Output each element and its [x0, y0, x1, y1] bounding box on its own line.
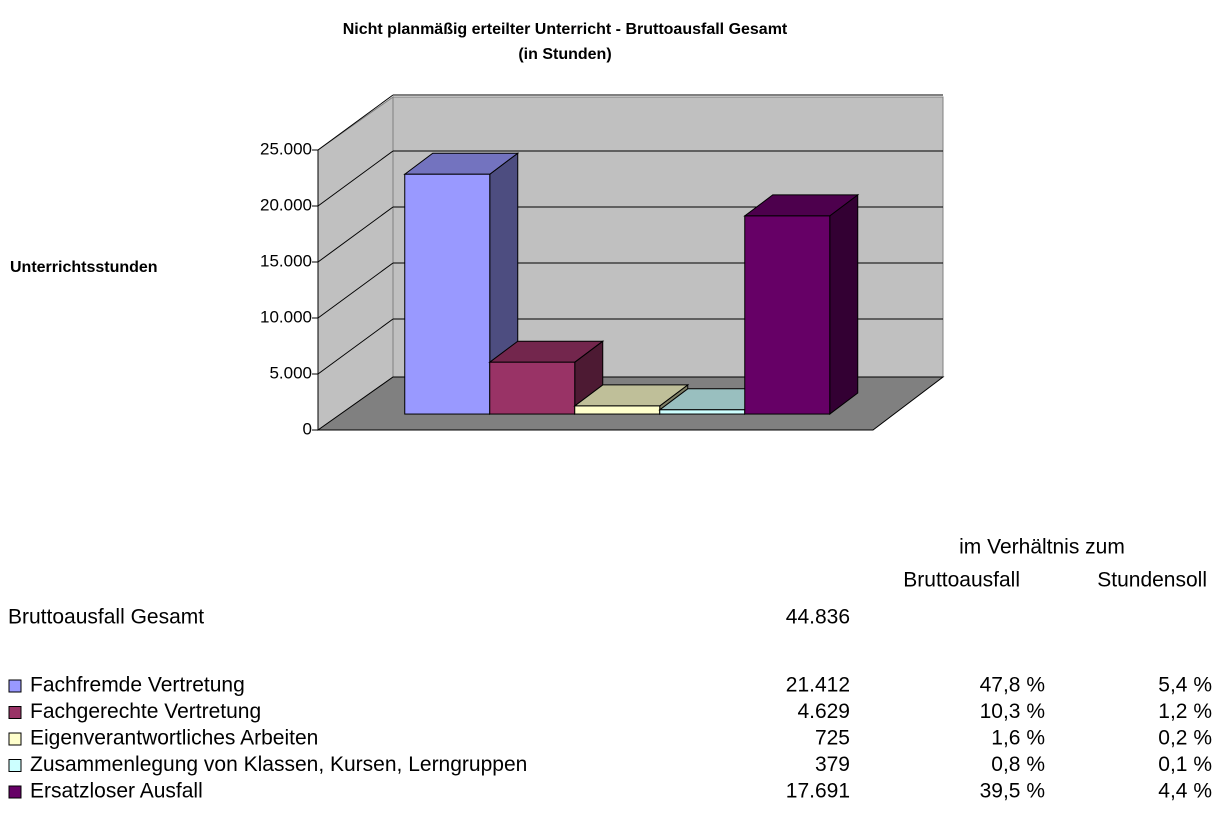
y-tick-label: 20.000	[260, 195, 312, 214]
grid-line	[317, 262, 394, 319]
y-axis-label: Unterrichtsstunden	[10, 259, 158, 276]
grid-line	[317, 206, 394, 263]
legend-swatch	[8, 759, 22, 772]
table-cell: 4,4 %	[1158, 780, 1212, 803]
chart-title: Nicht planmäßig erteilter Unterricht - B…	[343, 21, 788, 38]
legend-swatch	[8, 785, 22, 799]
y-tick-label: 10.000	[260, 307, 312, 326]
grid-line	[317, 94, 394, 151]
value-label: 17.691	[786, 780, 850, 803]
bar	[659, 409, 746, 415]
legend-swatch	[8, 679, 22, 693]
total-value: 44.836	[786, 606, 850, 629]
bar-side	[829, 193, 859, 416]
column-header: Stundensoll	[1097, 569, 1207, 592]
bar	[489, 361, 576, 415]
side-wall	[317, 96, 394, 431]
legend-label: Fachgerechte Vertretung	[30, 700, 261, 723]
column-header: Bruttoausfall	[903, 569, 1020, 592]
bar	[744, 215, 831, 415]
bar	[404, 173, 491, 415]
y-tick-label: 15.000	[260, 251, 312, 270]
legend-swatch	[8, 732, 22, 746]
legend-label: Eigenverantwortliches Arbeiten	[30, 727, 318, 750]
value-label: 21.412	[786, 674, 850, 697]
chart-subtitle: (in Stunden)	[518, 46, 611, 63]
table-cell: 47,8 %	[980, 674, 1045, 697]
table-cell: 0,8 %	[991, 753, 1045, 776]
grid-line	[317, 150, 394, 207]
value-label: 725	[815, 727, 850, 750]
legend-swatch	[8, 706, 22, 719]
total-label: Bruttoausfall Gesamt	[8, 606, 204, 629]
y-tick-label: 5.000	[269, 363, 312, 382]
table-cell: 0,1 %	[1158, 753, 1212, 776]
value-label: 4.629	[797, 700, 850, 723]
y-tick-label: 25.000	[260, 139, 312, 158]
table-header: im Verhältnis zum	[959, 536, 1125, 559]
rows: Fachfremde Vertretung 21.412 47,8 % 5,4 % Fa…	[8, 674, 1212, 803]
grid-line	[317, 318, 394, 375]
bars	[403, 152, 860, 416]
table-cell: 1,2 %	[1158, 700, 1212, 723]
table-cell: 5,4 %	[1158, 674, 1212, 697]
value-label: 379	[815, 753, 850, 776]
bar	[574, 405, 661, 415]
legend-label: Ersatzloser Ausfall	[30, 780, 203, 803]
legend-label: Zusammenlegung von Klassen, Kursen, Lern…	[30, 753, 527, 776]
table-cell: 1,6 %	[991, 727, 1045, 750]
table-cell: 0,2 %	[1158, 727, 1212, 750]
y-tick-label: 0	[303, 419, 312, 438]
table-cell: 10,3 %	[980, 700, 1045, 723]
table-cell: 39,5 %	[980, 780, 1045, 803]
legend-label: Fachfremde Vertretung	[30, 674, 245, 697]
